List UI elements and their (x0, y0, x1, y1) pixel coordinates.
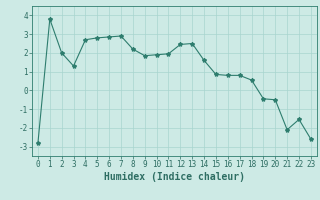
X-axis label: Humidex (Indice chaleur): Humidex (Indice chaleur) (104, 172, 245, 182)
